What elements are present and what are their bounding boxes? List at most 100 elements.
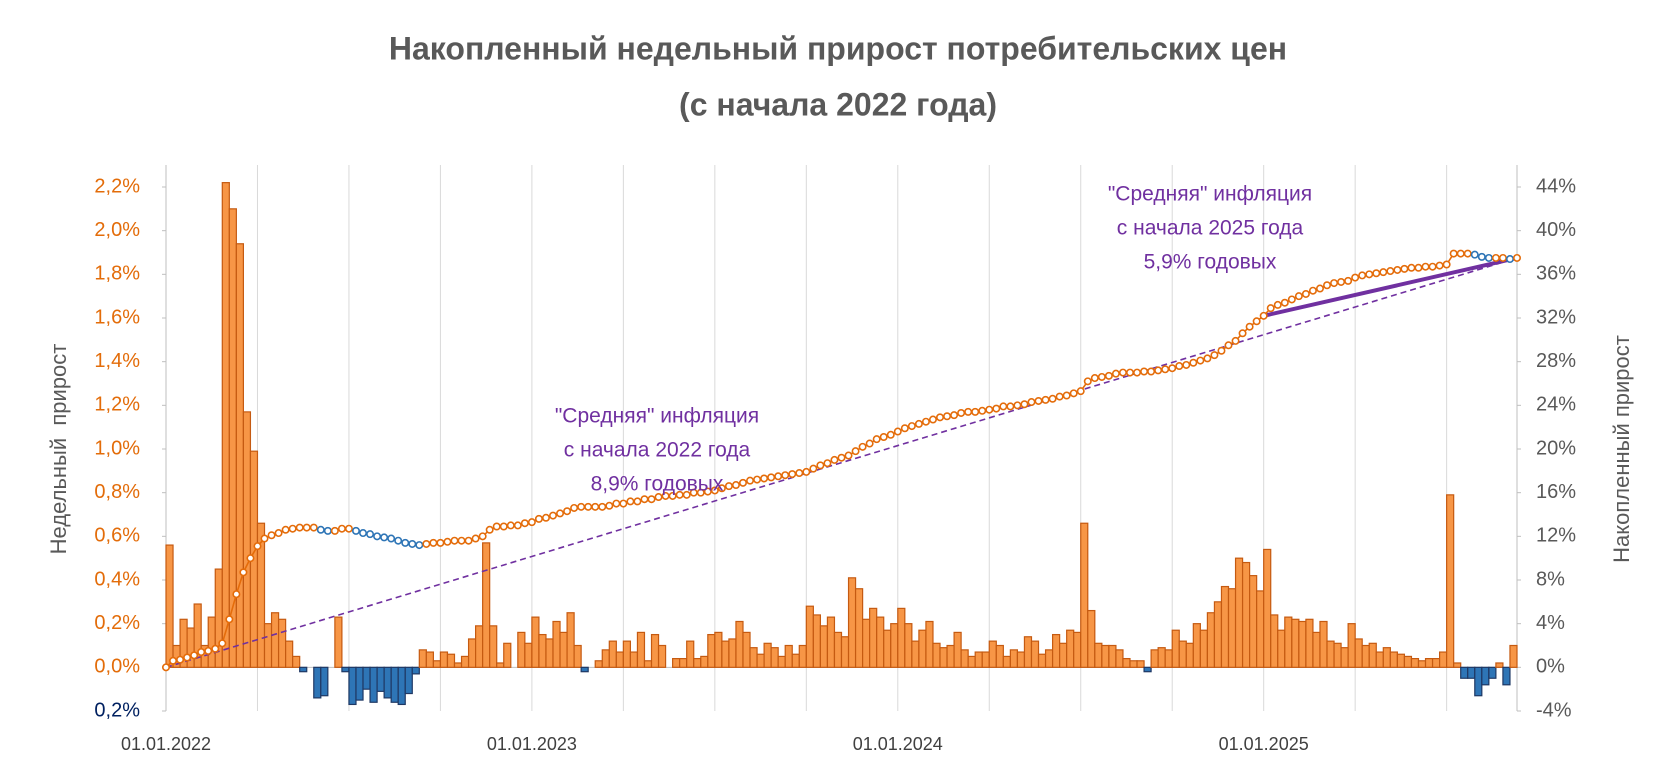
- bar: [1298, 620, 1307, 668]
- bar: [1481, 666, 1490, 686]
- line-marker: [183, 653, 192, 662]
- line-marker: [499, 522, 508, 531]
- bar: [1023, 636, 1033, 668]
- bar: [411, 666, 420, 675]
- line-marker: [1337, 277, 1346, 286]
- bar: [960, 649, 969, 668]
- line-marker: [316, 525, 325, 534]
- x-tick-label: 01.01.2024: [853, 734, 943, 754]
- line-marker: [1344, 276, 1353, 285]
- line-marker: [1062, 391, 1071, 400]
- y-tick-label: 0,2%: [94, 699, 140, 721]
- line-marker: [928, 415, 937, 424]
- line-marker: [1463, 249, 1472, 258]
- line-marker: [464, 536, 473, 545]
- bar: [883, 629, 892, 668]
- bar: [1122, 657, 1131, 668]
- line-marker: [879, 432, 888, 441]
- line-marker: [760, 474, 769, 483]
- bar: [235, 243, 245, 668]
- bar: [601, 649, 610, 668]
- line-marker: [724, 482, 733, 491]
- bar: [545, 638, 554, 668]
- line-marker: [1505, 255, 1514, 264]
- line-marker: [858, 442, 867, 451]
- line-marker: [584, 502, 593, 511]
- bar: [446, 653, 456, 668]
- bar: [517, 631, 526, 668]
- bar: [207, 616, 216, 668]
- bar: [840, 636, 850, 668]
- bar: [925, 620, 934, 668]
- bar: [320, 666, 329, 697]
- line-marker: [351, 526, 360, 535]
- bar: [1150, 649, 1159, 668]
- bar: [390, 666, 399, 703]
- line-marker: [541, 513, 550, 522]
- bar: [1002, 655, 1011, 668]
- line-marker: [436, 538, 445, 547]
- line-marker: [1020, 400, 1029, 409]
- annotation: 8,9% годовых: [591, 473, 724, 496]
- line-marker: [936, 413, 945, 422]
- line-marker: [1414, 263, 1423, 272]
- bar: [1030, 640, 1040, 668]
- line-marker: [1407, 263, 1416, 272]
- y2-tick-label: -4%: [1536, 699, 1572, 721]
- bar: [221, 182, 230, 668]
- line-marker: [950, 411, 959, 420]
- bar: [1340, 647, 1349, 668]
- bar: [1396, 653, 1406, 668]
- line-marker: [1259, 311, 1268, 320]
- bar: [453, 662, 463, 668]
- y-tick-label: 1,4%: [94, 350, 140, 372]
- line-marker: [394, 536, 403, 545]
- line-marker: [1287, 295, 1296, 304]
- y-tick-label: 0,2%: [94, 612, 140, 634]
- bar: [263, 623, 273, 668]
- bar: [1213, 601, 1223, 668]
- line-marker: [1034, 396, 1043, 405]
- bar: [1227, 588, 1237, 668]
- bar: [1410, 657, 1420, 668]
- bar: [1206, 612, 1216, 668]
- bar: [869, 607, 878, 668]
- line-marker: [204, 646, 213, 655]
- annotation: с начала 2025 года: [1117, 217, 1304, 240]
- bar: [819, 625, 829, 668]
- bar: [299, 666, 308, 673]
- y-tick-label: 0,4%: [94, 568, 140, 590]
- bar: [1009, 649, 1019, 668]
- line-marker: [1203, 354, 1212, 363]
- bar: [1474, 666, 1483, 697]
- bar: [636, 631, 646, 668]
- line-marker: [837, 453, 846, 462]
- bar: [608, 640, 617, 668]
- line-marker: [162, 663, 171, 672]
- bar: [988, 640, 997, 668]
- bar: [643, 660, 653, 668]
- bar: [932, 642, 941, 668]
- bar: [256, 522, 266, 668]
- line-marker: [1477, 252, 1486, 261]
- line-marker: [957, 408, 966, 417]
- bar: [362, 666, 371, 690]
- y2-axis-label: Накопленный прирост: [1609, 335, 1634, 563]
- bar: [1502, 666, 1511, 686]
- bar: [672, 657, 681, 668]
- line-marker: [893, 427, 902, 436]
- line-marker: [872, 435, 881, 444]
- line-marker: [366, 530, 375, 539]
- line-marker: [471, 534, 480, 543]
- line-marker: [1147, 367, 1156, 376]
- line-marker: [731, 481, 740, 490]
- y-tick-label: 0,8%: [94, 481, 140, 503]
- line-marker: [823, 459, 832, 468]
- bar: [833, 631, 843, 668]
- line-marker: [556, 509, 565, 518]
- bar: [847, 577, 857, 668]
- bar: [1199, 629, 1208, 668]
- y-axis-label: Недельный прирост: [46, 344, 71, 555]
- bar: [1185, 642, 1194, 668]
